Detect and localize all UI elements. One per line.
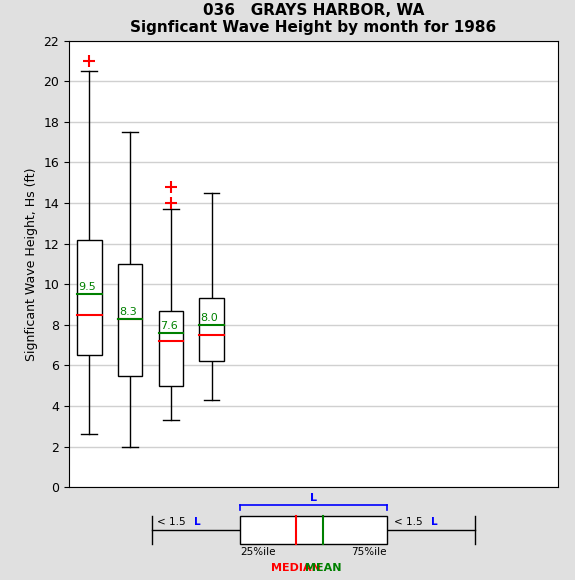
Text: 8.3: 8.3: [119, 307, 137, 317]
Text: L: L: [194, 517, 200, 527]
Text: 75%ile: 75%ile: [351, 547, 386, 557]
Bar: [118, 264, 143, 376]
Text: < 1.5: < 1.5: [157, 517, 189, 527]
Y-axis label: Signficant Wave Height, Hs (ft): Signficant Wave Height, Hs (ft): [25, 167, 38, 361]
Text: 7.6: 7.6: [160, 321, 178, 331]
Text: < 1.5: < 1.5: [394, 517, 426, 527]
Text: 8.0: 8.0: [201, 313, 218, 322]
Bar: [77, 240, 102, 355]
Bar: [240, 516, 386, 544]
Bar: [200, 298, 224, 361]
Text: L: L: [310, 494, 317, 503]
Bar: [159, 311, 183, 386]
Title: 036   GRAYS HARBOR, WA
Signficant Wave Height by month for 1986: 036 GRAYS HARBOR, WA Signficant Wave Hei…: [131, 3, 496, 35]
Text: MEDIAN: MEDIAN: [271, 563, 321, 573]
Text: L: L: [431, 517, 438, 527]
Text: 25%ile: 25%ile: [240, 547, 275, 557]
Text: MEAN: MEAN: [305, 563, 342, 573]
Text: 9.5: 9.5: [78, 282, 96, 292]
